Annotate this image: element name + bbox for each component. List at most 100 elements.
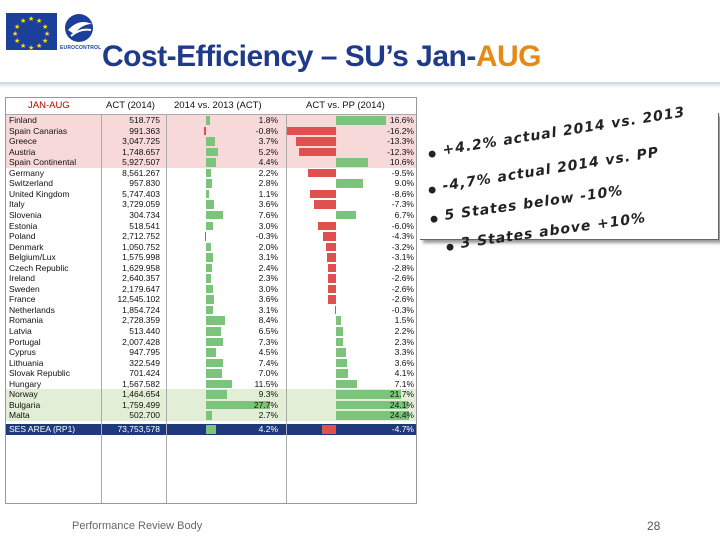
bar-vspp xyxy=(336,379,358,389)
bar-vs2013 xyxy=(206,200,215,209)
country-name: Romania xyxy=(9,315,44,326)
vs2013-value: 3.6% xyxy=(258,199,278,210)
bar-vspp xyxy=(336,327,343,336)
vs2013-value: 3.1% xyxy=(258,304,278,315)
act-value: 957.830 xyxy=(129,178,160,189)
vs2013-value: 3.0% xyxy=(258,283,278,294)
country-name: Germany xyxy=(9,167,44,178)
country-name: Netherlands xyxy=(9,304,55,315)
bar-vspp xyxy=(307,168,336,178)
vs2013-value: 7.6% xyxy=(258,209,278,220)
bar-vs2013 xyxy=(206,316,226,325)
bar-vspp xyxy=(299,147,336,157)
country-name: Greece xyxy=(9,136,37,147)
bar-vs2013 xyxy=(206,253,214,262)
act-value: 1,759.499 xyxy=(122,399,160,410)
country-name: France xyxy=(9,294,36,305)
act-value: 2,728.359 xyxy=(122,315,160,326)
table-row: Denmark 1,050.752 2.0% -3.2% xyxy=(6,242,416,253)
vs2013-value: 2.0% xyxy=(258,241,278,252)
vs2013-value: 1.8% xyxy=(258,115,278,125)
act-value: 518.775 xyxy=(129,115,160,125)
act-value: 2,640.357 xyxy=(122,273,160,284)
column-divider xyxy=(286,114,287,503)
bar-vspp xyxy=(336,390,402,399)
country-name: Latvia xyxy=(9,326,32,336)
table-row: United Kingdom 5,747.403 1.1% -8.6% xyxy=(6,189,416,200)
country-name: Portugal xyxy=(9,336,41,347)
bar-vs2013 xyxy=(206,379,233,389)
act-value: 1,854.724 xyxy=(122,304,160,315)
act-value: 1,748.657 xyxy=(122,146,160,157)
table-row: Slovenia 304.734 7.6% 6.7% xyxy=(6,210,416,221)
bar-vs2013 xyxy=(206,390,228,399)
vspp-value: -0.3% xyxy=(391,304,414,315)
table-row: Austria 1,748.657 5.2% -12.3% xyxy=(6,146,416,158)
vs2013-value: 9.3% xyxy=(258,389,278,400)
act-value: 947.795 xyxy=(129,347,160,358)
act-value: 304.734 xyxy=(129,209,160,220)
table-row: Italy 3,729.059 3.6% -7.3% xyxy=(6,199,416,210)
table-row: Sweden 2,179.647 3.0% -2.6% xyxy=(6,284,416,295)
table-row: Netherlands 1,854.724 3.1% -0.3% xyxy=(6,305,416,316)
table-row: Lithuania 322.549 7.4% 3.6% xyxy=(6,358,416,369)
table-row: Malta 502.700 2.7% 24.4% xyxy=(6,410,416,421)
vspp-value: 6.7% xyxy=(394,209,414,220)
vs2013-value: 2.2% xyxy=(258,167,278,178)
bar-vspp xyxy=(310,189,336,199)
act-value: 518.541 xyxy=(129,220,160,231)
table-row: Finland 518.775 1.8% 16.6% xyxy=(6,115,416,126)
table-row: Norway 1,464.654 9.3% 21.7% xyxy=(6,389,416,400)
bar-vs2013 xyxy=(206,327,221,336)
vspp-value: 24.4% xyxy=(389,410,414,421)
bar-vspp xyxy=(335,305,336,315)
vspp-value: -2.6% xyxy=(391,273,414,284)
header-period: JAN-AUG xyxy=(28,100,70,111)
country-name: Cyprus xyxy=(9,347,36,358)
vspp-value: 3.3% xyxy=(394,347,414,358)
bar-vs2013 xyxy=(206,425,216,434)
act-value: 2,712.752 xyxy=(122,231,160,242)
vspp-value: 10.6% xyxy=(389,157,414,168)
act-value: 5,927.507 xyxy=(122,157,160,168)
page-number: 28 xyxy=(647,519,661,533)
vspp-value: -3.1% xyxy=(391,252,414,263)
vs2013-value: -0.3% xyxy=(255,231,278,242)
bar-vs2013 xyxy=(206,284,213,294)
act-value: 5,747.403 xyxy=(122,188,160,199)
header-act: ACT (2014) xyxy=(106,100,155,111)
country-name: Sweden xyxy=(9,283,40,294)
bar-vs2013 xyxy=(206,137,215,146)
country-name: Malta xyxy=(9,410,30,421)
bar-vs2013 xyxy=(206,263,212,273)
vs2013-value: 4.2% xyxy=(258,424,278,435)
table-row: Switzerland 957.830 2.8% 9.0% xyxy=(6,178,416,189)
act-value: 1,575.998 xyxy=(122,252,160,263)
bar-vspp xyxy=(336,158,368,167)
act-value: 12,545.102 xyxy=(117,294,160,305)
vs2013-value: 7.0% xyxy=(258,368,278,379)
vs2013-value: 2.3% xyxy=(258,273,278,284)
bar-vspp xyxy=(336,210,357,220)
vs2013-value: 3.1% xyxy=(258,252,278,263)
vspp-value: -9.5% xyxy=(391,167,414,178)
vs2013-value: 11.5% xyxy=(254,378,278,389)
column-divider xyxy=(166,114,167,503)
bar-vs2013 xyxy=(206,400,270,410)
country-name: Belgium/Lux xyxy=(9,252,56,263)
bar-vspp xyxy=(336,358,347,368)
vspp-value: -13.3% xyxy=(387,136,414,147)
eu-flag-logo: ★ ★ ★ ★ ★ ★ ★ ★ ★ ★ ★ ★ xyxy=(6,13,57,52)
vspp-value: 7.1% xyxy=(394,378,414,389)
cost-efficiency-table: JAN-AUG ACT (2014) 2014 vs. 2013 (ACT) A… xyxy=(5,97,417,504)
vspp-value: 4.1% xyxy=(394,368,414,379)
act-value: 2,007.428 xyxy=(122,336,160,347)
table-row: Ireland 2,640.357 2.3% -2.6% xyxy=(6,273,416,284)
eurocontrol-logo-icon xyxy=(65,14,93,42)
bar-vs2013 xyxy=(206,179,213,188)
bar-vspp xyxy=(336,369,349,378)
vs2013-value: 4.5% xyxy=(258,347,278,358)
vspp-value: 3.6% xyxy=(394,357,414,368)
logo-text: EUROCONTROL xyxy=(60,45,102,51)
bar-vspp xyxy=(336,348,346,357)
